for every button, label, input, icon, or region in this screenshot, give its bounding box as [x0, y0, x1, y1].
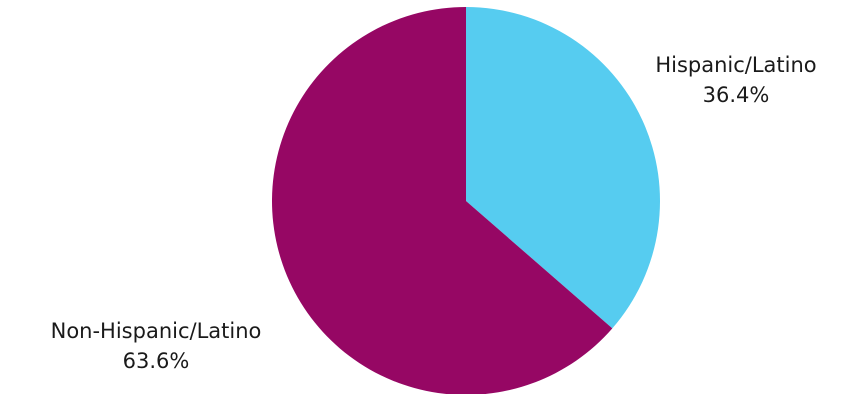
slice-label-value: 36.4%	[702, 83, 770, 107]
slice-label-name: Hispanic/Latino	[655, 53, 817, 77]
slice-label-name: Non-Hispanic/Latino	[50, 319, 262, 343]
slice-label-non-hispanic-latino: Non-Hispanic/Latino 63.6%	[4, 316, 308, 376]
slice-label-value: 63.6%	[122, 349, 190, 373]
pie-slice-hispanic-latino	[466, 7, 660, 329]
slice-label-hispanic-latino: Hispanic/Latino 36.4%	[630, 50, 842, 110]
pie-slice-non-hispanic-latino	[272, 7, 613, 394]
